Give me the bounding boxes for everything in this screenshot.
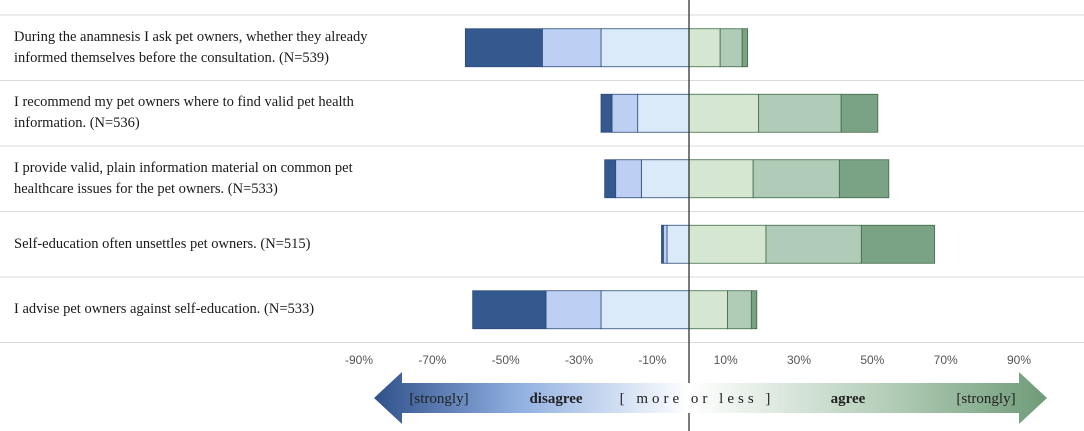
bar-segment-disagree — [464, 28, 543, 68]
bar-segment-agree — [688, 224, 767, 264]
legend-agree: agree — [831, 391, 866, 407]
bar-segment-agree — [765, 224, 862, 264]
row-label: I provide valid, plain information mater… — [14, 159, 353, 197]
bar-segment-disagree — [661, 224, 664, 264]
bar-segment-agree — [688, 28, 721, 68]
row-label: I recommend my pet owners where to find … — [14, 94, 354, 132]
bar-segment-agree — [727, 290, 752, 330]
bar-segment-disagree — [637, 93, 690, 133]
x-tick-label: -10% — [638, 353, 666, 367]
agree-arrow — [689, 372, 1047, 424]
disagree-arrow — [374, 372, 689, 424]
x-tick-label: 50% — [860, 353, 884, 367]
bar-segment-disagree — [600, 290, 690, 330]
legend-strongly-disagree: [strongly] — [409, 391, 468, 407]
row-label: Self-education often unsettles pet owner… — [14, 235, 311, 252]
bar-segment-disagree — [615, 159, 642, 199]
x-tick-label: -30% — [565, 353, 593, 367]
bar-segment-agree — [688, 159, 754, 199]
row-label: I advise pet owners against self-educati… — [14, 301, 315, 318]
x-tick-label: 70% — [934, 353, 958, 367]
x-tick-label: -50% — [492, 353, 520, 367]
legend-strongly-agree: [strongly] — [956, 391, 1015, 407]
bar-segment-disagree — [545, 290, 602, 330]
bar-segment-disagree — [662, 224, 668, 264]
bar-segment-disagree — [600, 93, 613, 133]
legend-disagree: disagree — [529, 391, 582, 407]
bar-segment-agree — [840, 93, 879, 133]
x-tick-label: -90% — [345, 353, 373, 367]
bar-segment-agree — [860, 224, 936, 264]
bar-segment-agree — [758, 93, 842, 133]
bar-segment-disagree — [604, 159, 617, 199]
bar-segment-agree — [688, 290, 728, 330]
x-tick-label: 90% — [1007, 353, 1031, 367]
bar-segment-agree — [741, 28, 749, 68]
legend-more-or-less: [ more or less ] — [620, 391, 775, 407]
bar-segment-disagree — [611, 93, 639, 133]
bar-segment-agree — [719, 28, 743, 68]
bar-segment-disagree — [600, 28, 690, 68]
x-tick-label: -70% — [418, 353, 446, 367]
x-tick-label: 30% — [787, 353, 811, 367]
bar-segment-agree — [838, 159, 890, 199]
bar-segment-disagree — [666, 224, 690, 264]
bar-segment-agree — [750, 290, 758, 330]
bar-segment-disagree — [640, 159, 690, 199]
x-tick-label: 10% — [714, 353, 738, 367]
bar-segment-agree — [752, 159, 840, 199]
bar-segment-agree — [688, 93, 760, 133]
bar-segment-disagree — [541, 28, 602, 68]
bar-segment-disagree — [472, 290, 547, 330]
row-label: During the anamnesis I ask pet owners, w… — [14, 28, 368, 66]
